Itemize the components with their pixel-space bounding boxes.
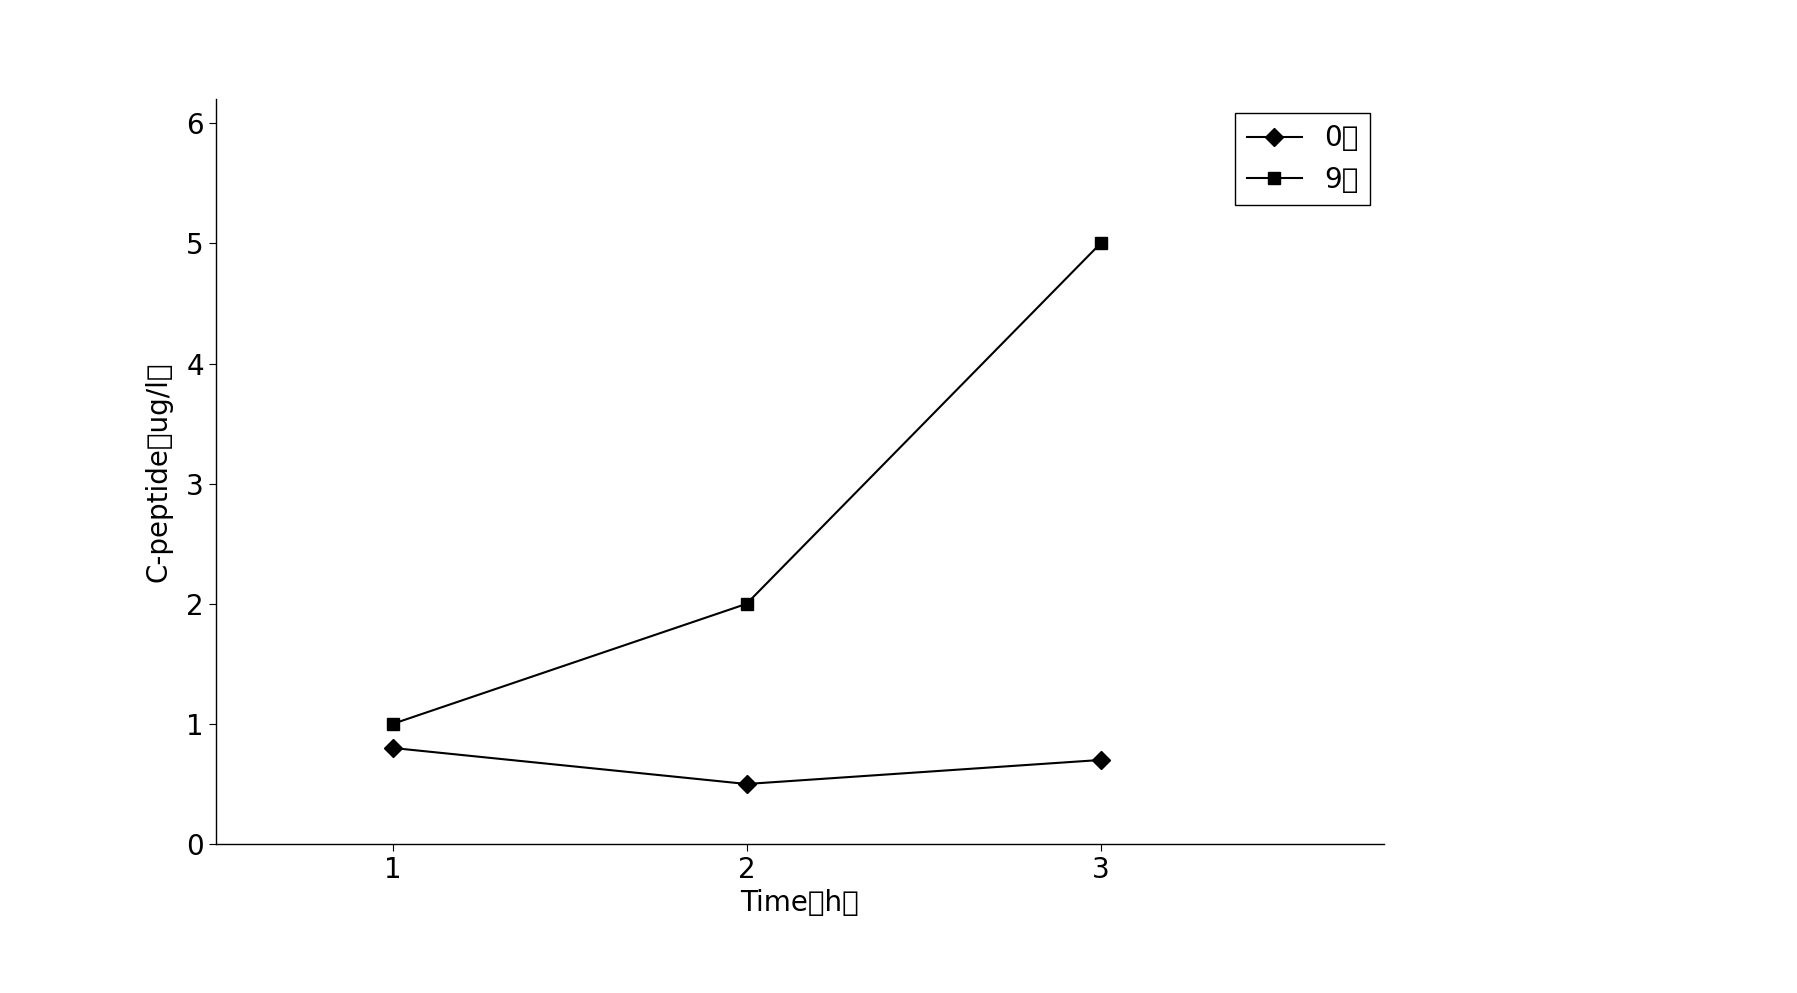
9月 [1089, 237, 1111, 249]
0月 [1089, 754, 1111, 766]
9月 [735, 598, 757, 610]
Line: 9月: 9月 [386, 237, 1107, 730]
0月 [735, 779, 757, 790]
Line: 0月: 0月 [386, 742, 1107, 790]
0月 [381, 742, 403, 754]
X-axis label: Time（h）: Time（h） [740, 890, 859, 918]
9月 [381, 718, 403, 730]
Y-axis label: C-peptide（ug/l）: C-peptide（ug/l） [144, 361, 173, 582]
Legend: 0月, 9月: 0月, 9月 [1235, 113, 1369, 206]
